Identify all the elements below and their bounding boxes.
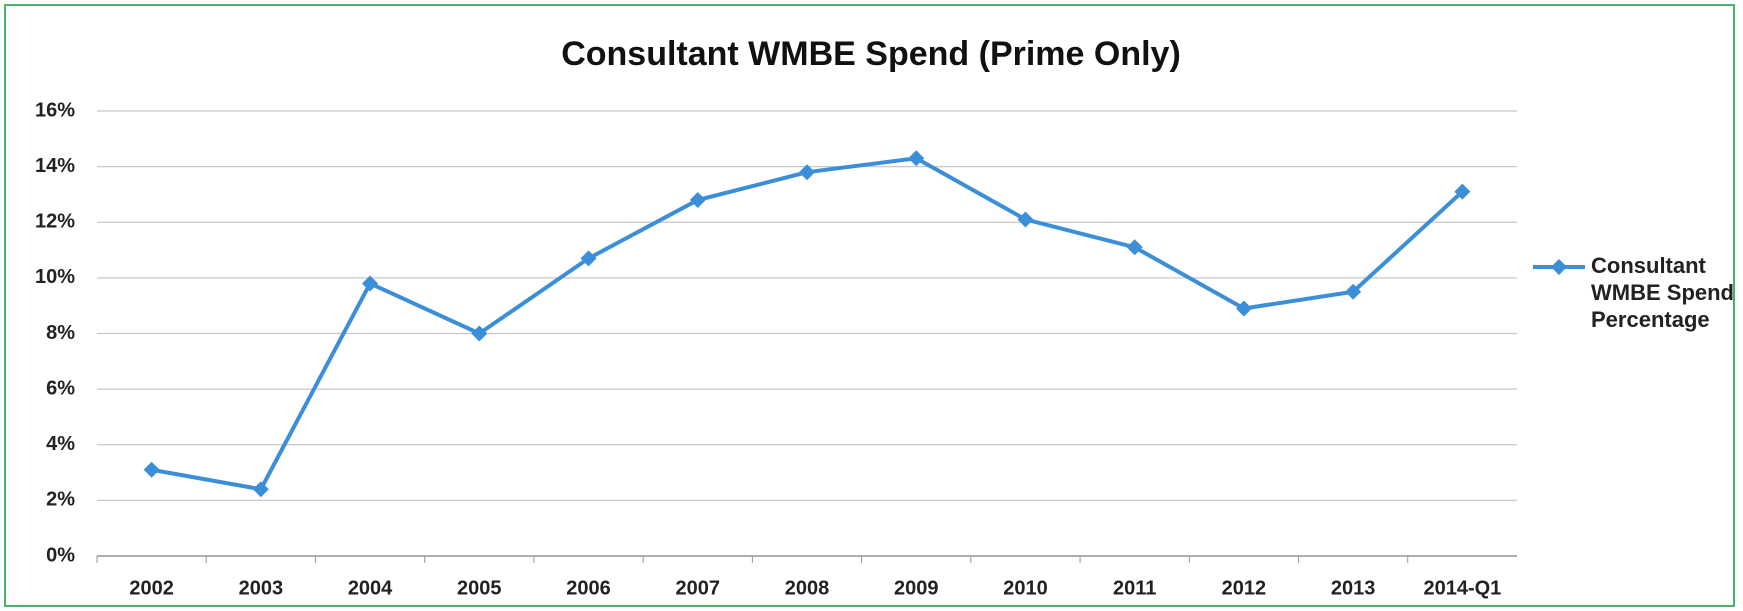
- x-tick-label: 2013: [1331, 577, 1376, 599]
- series-line: [151, 156, 1464, 492]
- data-point: [908, 150, 925, 167]
- x-tick-label: 2012: [1222, 577, 1267, 599]
- data-point: [1345, 283, 1362, 300]
- legend-label: Consultant WMBE Spend Percentage: [1591, 253, 1734, 332]
- chart-frame: [4, 4, 1735, 607]
- y-tick-label: 10%: [35, 266, 75, 288]
- x-tick-label: 2006: [566, 577, 611, 599]
- data-point: [1235, 300, 1252, 317]
- x-tick-label: 2007: [676, 577, 721, 599]
- data-point: [143, 461, 160, 478]
- x-tick-label: 2004: [348, 577, 393, 599]
- x-tick-label: 2008: [785, 577, 830, 599]
- x-tick-label: 2002: [129, 577, 174, 599]
- y-tick-label: 16%: [35, 99, 75, 121]
- x-tick-label: 2003: [239, 577, 284, 599]
- x-tick-label: 2010: [1003, 577, 1048, 599]
- data-point: [689, 192, 706, 208]
- x-tick-label: 2009: [894, 577, 939, 599]
- data-point: [799, 164, 815, 181]
- data-point: [580, 250, 597, 267]
- y-tick-label: 4%: [46, 433, 75, 455]
- y-tick-label: 12%: [35, 211, 75, 233]
- data-point: [1454, 183, 1471, 200]
- y-tick-label: 14%: [35, 155, 75, 177]
- data-point: [1017, 211, 1034, 228]
- y-tick-label: 2%: [46, 489, 75, 511]
- data-point: [252, 481, 269, 498]
- y-tick-label: 8%: [46, 322, 75, 344]
- data-point: [362, 275, 379, 292]
- data-point: [471, 325, 488, 342]
- x-tick-label: 2014-Q1: [1423, 577, 1501, 599]
- y-tick-label: 0%: [46, 544, 75, 566]
- data-point: [1126, 239, 1143, 256]
- y-tick-label: 6%: [46, 377, 75, 399]
- x-tick-label: 2011: [1113, 577, 1156, 599]
- x-tick-label: 2005: [457, 577, 502, 599]
- legend-marker: [1551, 259, 1567, 275]
- chart-title: Consultant WMBE Spend (Prime Only): [561, 35, 1181, 73]
